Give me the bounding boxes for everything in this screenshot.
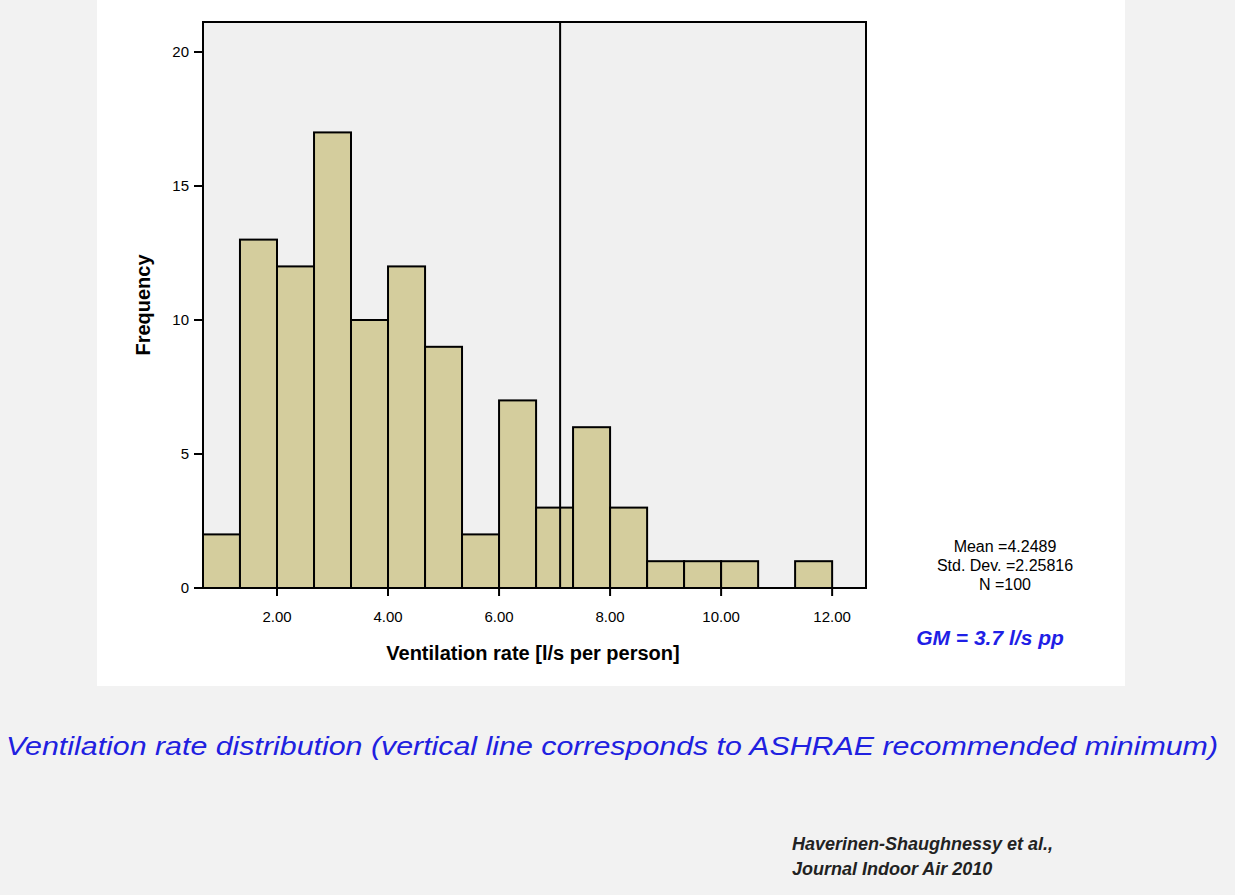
y-tick [194,185,203,187]
histogram-bar [351,320,388,588]
histogram-bar [573,427,610,588]
bars [203,22,832,588]
stats-annotation: Std. Dev. =2.25816 [937,557,1073,574]
histogram-bar [388,266,425,588]
x-tick-label: 4.00 [373,608,402,625]
chart-root: 0 5 10 15 20 2.00 4.00 6.00 8.00 10.00 12.00 Ventil… [0,0,1235,895]
x-tick-label: 2.00 [262,608,291,625]
stats-annotation: Mean =4.2489 [954,538,1057,555]
histogram-bar [795,561,832,588]
y-axis-label: Frequency [132,254,154,356]
y-tick-label: 20 [172,43,189,60]
y-tick [194,587,203,589]
histogram-bar [499,400,536,588]
plot-area [203,22,866,588]
stats-annotation: N =100 [979,576,1031,593]
x-tick [831,588,833,596]
plot-frame [203,22,866,588]
y-tick [194,319,203,321]
y-tick-label: 15 [172,177,189,194]
y-tick-label: 0 [181,579,189,596]
x-tick [276,588,278,596]
histogram-bar [314,132,351,588]
x-tick-label: 6.00 [484,608,513,625]
chart-panel [97,0,1125,686]
x-tick [720,588,722,596]
histogram-bar [277,266,314,588]
histogram-bar [536,508,573,588]
histogram-bar [721,561,758,588]
source-citation: Haverinen-Shaughnessy et al., [792,834,1053,854]
histogram-bar [203,534,240,588]
source-citation: Journal Indoor Air 2010 [792,859,992,879]
gm-annotation: GM = 3.7 l/s pp [916,626,1064,649]
x-tick-label: 12.00 [813,608,851,625]
histogram-bar [462,534,499,588]
y-tick-label: 10 [172,311,189,328]
reference-line [559,22,561,588]
y-tick [194,51,203,53]
histogram-bar [684,561,721,588]
histogram-bar [647,561,684,588]
caption: Ventilation rate distribution (vertical … [6,732,1218,760]
x-tick-label: 10.00 [702,608,740,625]
histogram-bar [425,347,462,588]
page-background [0,0,1235,895]
x-tick [498,588,500,596]
x-axis-label: Ventilation rate [l/s per person] [386,642,679,664]
histogram-bar [610,508,647,588]
y-tick-label: 5 [181,445,189,462]
histogram-bar [240,240,277,588]
x-tick [609,588,611,596]
y-tick [194,453,203,455]
x-tick-label: 8.00 [595,608,624,625]
x-tick [387,588,389,596]
